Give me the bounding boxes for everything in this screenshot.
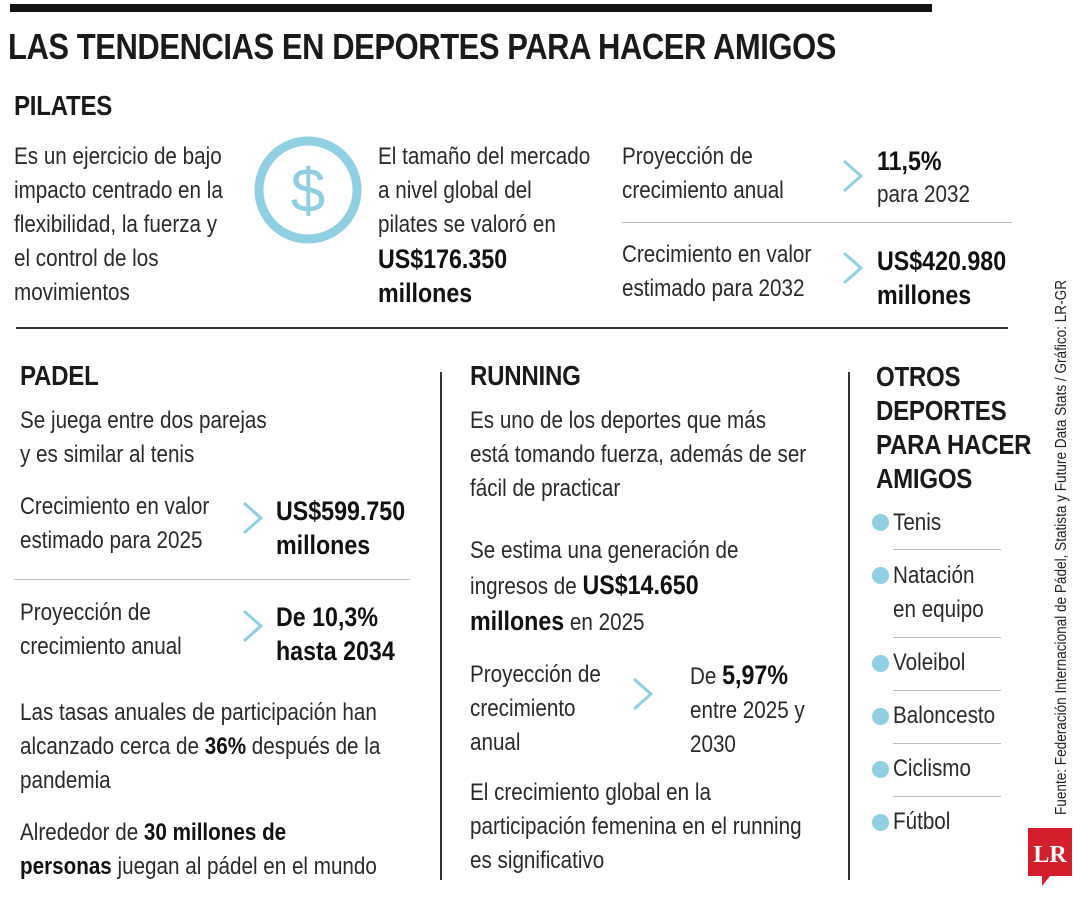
bullet-dot-icon [872, 655, 889, 672]
pilates-heading: PILATES [14, 90, 113, 121]
running-intro: Es uno de los deportes que más está toma… [470, 407, 807, 502]
others-heading: OTROS DEPORTES PARA HACER AMIGOS [876, 361, 1032, 494]
bullet-dot-icon [872, 761, 889, 778]
dollar-icon: $ [254, 136, 362, 244]
padel-stat1-label: Crecimiento en valor estimado para 2025 [20, 493, 210, 554]
divider [622, 222, 1012, 223]
running-stat-label: Proyección de crecimiento anual [470, 661, 601, 756]
section-divider [16, 327, 1008, 329]
source-text: Fuente: Federación Internacional de Páde… [1053, 280, 1070, 815]
divider [893, 690, 1001, 691]
column-divider [440, 372, 442, 880]
lr-logo: LR [1028, 828, 1072, 886]
bullet-dot-icon [872, 514, 889, 531]
svg-text:LR: LR [1033, 842, 1067, 868]
chevron-right-icon [843, 251, 864, 285]
divider [893, 549, 1001, 550]
pilates-market: El tamaño del mercado a nivel global del… [378, 143, 591, 238]
list-item: Ciclismo [893, 755, 971, 782]
divider [893, 743, 1001, 744]
page-title: LAS TENDENCIAS EN DEPORTES PARA HACER AM… [8, 26, 836, 67]
padel-heading: PADEL [20, 360, 99, 391]
list-item: Fútbol [893, 808, 951, 835]
running-heading: RUNNING [470, 360, 581, 391]
running-stat-value: De 5,97% entre 2025 y 2030 [690, 660, 805, 758]
list-item: Natación en equipo [893, 562, 984, 623]
running-income: Se estima una generación de ingresos de … [470, 537, 739, 636]
top-rule [10, 4, 932, 12]
padel-stat2-value: De 10,3% hasta 2034 [276, 602, 395, 666]
padel-intro: Se juega entre dos parejas y es similar … [20, 407, 267, 468]
list-item: Tenis [893, 509, 942, 536]
running-female: El crecimiento global en la participació… [470, 779, 802, 874]
padel-people: Alrededor de 30 millones de personas jue… [20, 819, 377, 880]
padel-stat1-value: US$599.750 millones [276, 496, 406, 560]
bullet-dot-icon [872, 567, 889, 584]
pilates-stat1-value: 11,5% [877, 146, 942, 176]
pilates-stat1-sub: para 2032 [877, 181, 970, 208]
chevron-right-icon [843, 159, 864, 193]
list-item: Voleibol [893, 649, 966, 676]
pilates-stat2-value: US$420.980 millones [877, 246, 1007, 310]
pilates-description: Es un ejercicio de bajo impacto centrado… [14, 143, 223, 306]
padel-rates: Las tasas anuales de participación han a… [20, 699, 381, 794]
pilates-stat2-label: Crecimiento en valor estimado para 2032 [622, 241, 812, 302]
divider [14, 579, 410, 580]
divider [893, 796, 1001, 797]
chevron-right-icon [633, 677, 654, 711]
chevron-right-icon [243, 501, 264, 535]
source-credit: Fuente: Federación Internacional de Páde… [1053, 280, 1070, 815]
list-item: Baloncesto [893, 702, 996, 729]
bullet-dot-icon [872, 708, 889, 725]
padel-stat2-label: Proyección de crecimiento anual [20, 599, 182, 660]
chevron-right-icon [243, 609, 264, 643]
pilates-market-value: US$176.350 millones [378, 244, 508, 308]
pilates-stat1-label: Proyección de crecimiento anual [622, 143, 784, 204]
divider [893, 637, 1001, 638]
bullet-dot-icon [872, 814, 889, 831]
svg-text:$: $ [291, 157, 325, 226]
column-divider [848, 372, 850, 880]
